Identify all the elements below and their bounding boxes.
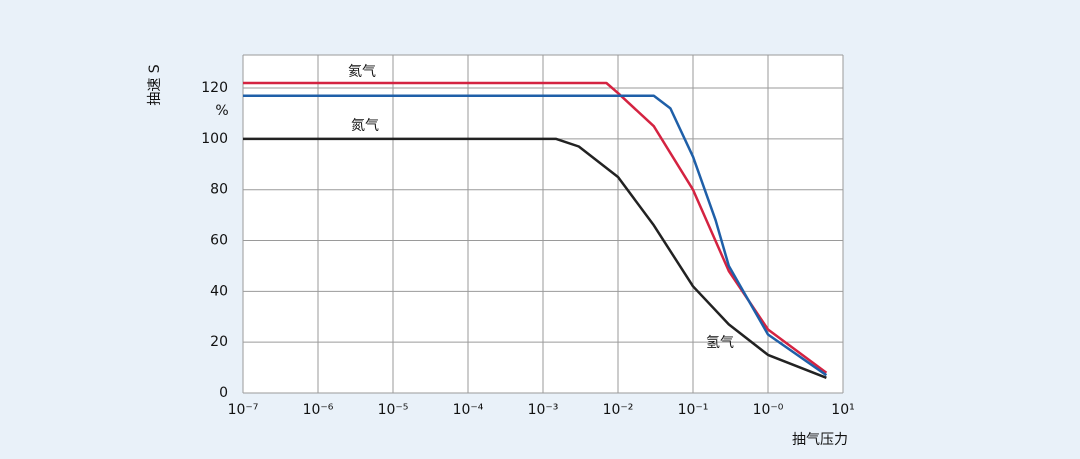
series-line (243, 94, 828, 377)
y-axis-label: 抽速 S (147, 64, 163, 105)
y-unit: % (215, 103, 228, 119)
x-tick-label: 10¹ (831, 402, 854, 418)
y-tick-label: 40 (210, 283, 228, 299)
series-label: 氢气 (706, 335, 734, 351)
x-tick-label: 10⁻⁷ (228, 402, 259, 418)
x-axis-label: 抽气压力 (792, 432, 848, 448)
y-tick-label: 20 (210, 334, 228, 350)
series-label: 氦气 (348, 64, 376, 80)
y-tick-label: 80 (210, 182, 228, 198)
x-tick-label: 10⁻⁵ (378, 402, 409, 418)
y-tick-label: 120 (201, 80, 228, 96)
series-line (243, 137, 827, 379)
series-label: 氮气 (351, 118, 379, 134)
x-tick-label: 10⁻¹ (678, 402, 709, 418)
y-tick-label: 60 (210, 233, 228, 249)
x-tick-label: 10⁻⁴ (453, 402, 484, 418)
x-tick-label: 10⁻⁶ (303, 402, 334, 418)
x-tick-label: 10⁻⁰ (753, 402, 784, 418)
x-tick-label: 10⁻² (603, 402, 634, 418)
y-tick-label: 0 (219, 385, 228, 401)
y-tick-label: 100 (201, 131, 228, 147)
x-tick-label: 10⁻³ (528, 402, 559, 418)
